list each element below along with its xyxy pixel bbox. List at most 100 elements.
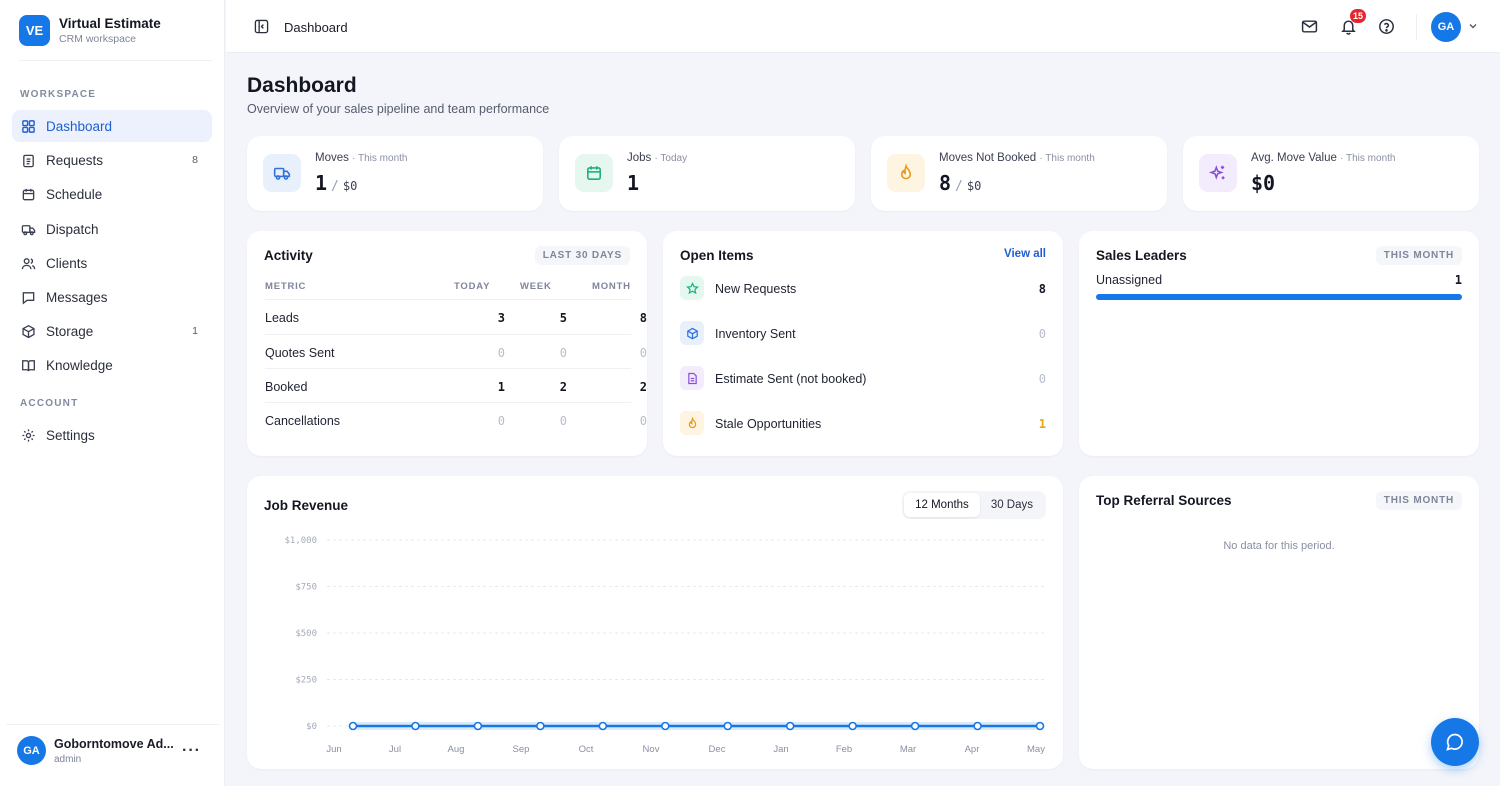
period-pill: LAST 30 DAYS [534, 246, 630, 265]
bell-icon[interactable] [1340, 18, 1357, 35]
sidebar-item-label: Schedule [46, 186, 103, 202]
book-icon [22, 359, 35, 371]
chevron-down-icon[interactable] [1468, 21, 1478, 31]
users-icon [21, 257, 36, 269]
user-menu[interactable]: GA Goborntomove Ad... admin ··· [6, 724, 219, 776]
card-title: Job Revenue [264, 498, 349, 513]
data-point[interactable] [723, 721, 733, 731]
x-tick-label: Dec [709, 744, 726, 755]
data-point[interactable] [1035, 721, 1045, 731]
sidebar-item-label: Storage [46, 323, 94, 339]
avatar: GA [17, 736, 46, 765]
sidebar-item-storage[interactable]: Storage 1 [12, 315, 212, 347]
sidebar-item-label: Messages [46, 289, 108, 305]
stat-card-moves-not-booked[interactable]: Moves Not Booked · This month 8/$0 [871, 136, 1167, 211]
x-tick-label: Apr [965, 744, 980, 755]
x-tick-label: May [1027, 744, 1045, 755]
data-point[interactable] [848, 721, 857, 731]
avatar[interactable]: GA [1431, 12, 1461, 42]
list-item[interactable]: Stale Opportunities 1 [680, 411, 1046, 437]
card-title: Sales Leaders [1096, 248, 1187, 263]
user-name: Goborntomove Ad... [54, 736, 174, 751]
grid-icon [22, 119, 35, 133]
sidebar-item-label: Requests [46, 152, 104, 168]
x-tick-label: Nov [643, 744, 660, 755]
data-point[interactable] [973, 721, 982, 731]
calendar-icon [587, 166, 601, 180]
brand[interactable]: VE Virtual Estimate CRM workspace [19, 15, 161, 46]
y-tick-label: $250 [295, 676, 317, 686]
stat-card-moves[interactable]: Moves · This month 1/$0 [247, 136, 543, 211]
sidebar-item-dispatch[interactable]: Dispatch [12, 213, 212, 245]
x-tick-label: Sep [513, 744, 530, 755]
period-pill: THIS MONTH [1375, 246, 1462, 265]
truck-icon [21, 224, 36, 235]
more-options-icon[interactable]: ··· [182, 741, 201, 759]
user-role: admin [54, 753, 82, 765]
sidebar-item-knowledge[interactable]: Knowledge [12, 349, 212, 381]
referral-sources-card: Top Referral Sources THIS MONTH No data … [1079, 476, 1479, 769]
column-header-week: WEEK [520, 281, 552, 292]
data-point[interactable] [910, 721, 920, 731]
sidebar-item-messages[interactable]: Messages [12, 281, 212, 313]
sidebar-item-requests[interactable]: Requests 8 [12, 144, 212, 176]
document-icon [687, 372, 697, 384]
sidebar-item-dashboard[interactable]: Dashboard [12, 110, 212, 142]
sidebar-item-clients[interactable]: Clients [12, 247, 212, 279]
brand-logo: VE [19, 15, 50, 46]
stat-label: Moves · This month [315, 152, 408, 164]
job-revenue-card: Job Revenue 12 Months 30 Days $1,000 $750… [247, 476, 1063, 769]
sidebar-item-settings[interactable]: Settings [12, 419, 212, 451]
table-row: Leads 3 5 8 [265, 299, 647, 333]
stat-card-jobs[interactable]: Jobs · Today 1 [559, 136, 855, 211]
stat-label: Avg. Move Value · This month [1251, 152, 1396, 164]
help-icon[interactable] [1378, 18, 1395, 35]
x-tick-label: Oct [579, 744, 594, 755]
table-row: Booked 1 2 2 [265, 368, 647, 402]
data-point[interactable] [598, 721, 608, 731]
leader-value: 1 [1454, 273, 1462, 287]
card-title: Activity [264, 248, 313, 263]
y-tick-label: $1,000 [284, 536, 317, 546]
y-tick-label: $0 [306, 722, 317, 732]
stat-label: Moves Not Booked · This month [939, 152, 1095, 164]
data-point[interactable] [348, 721, 358, 731]
topbar: Dashboard 15 GA [226, 0, 1500, 53]
sidebar-item-label: Dispatch [46, 221, 99, 237]
sidebar-item-label: Clients [46, 255, 88, 271]
list-item[interactable]: Estimate Sent (not booked) 0 [680, 366, 1046, 392]
data-point[interactable] [411, 721, 420, 731]
stat-value: 1 [627, 171, 640, 195]
period-pill: THIS MONTH [1375, 491, 1462, 510]
table-row: Cancellations 0 0 0 [265, 402, 647, 436]
leader-progress-bar [1096, 294, 1462, 300]
data-point[interactable] [473, 721, 483, 731]
chat-icon [1446, 733, 1463, 751]
sales-leaders-card: Sales Leaders THIS MONTH Unassigned 1 [1079, 231, 1479, 456]
sparkle-icon [1209, 165, 1225, 180]
tab-30-days[interactable]: 30 Days [990, 499, 1033, 511]
tab-12-months[interactable]: 12 Months [904, 493, 980, 517]
brand-name: Virtual Estimate [59, 16, 161, 31]
column-header-today: TODAY [454, 281, 491, 292]
section-label-workspace: WORKSPACE [20, 89, 97, 100]
chat-button[interactable] [1431, 718, 1479, 766]
sidebar-toggle-icon[interactable] [254, 19, 269, 34]
page-title: Dashboard [247, 74, 357, 97]
view-all-link[interactable]: View all [1004, 248, 1046, 260]
mail-icon[interactable] [1301, 18, 1318, 35]
sidebar-item-label: Dashboard [46, 118, 113, 134]
truck-icon [273, 167, 291, 180]
gear-icon [22, 428, 35, 442]
column-header-month: MONTH [592, 281, 631, 292]
data-point[interactable] [536, 721, 545, 731]
sidebar-item-schedule[interactable]: Schedule [12, 178, 212, 210]
data-point[interactable] [785, 721, 795, 731]
section-label-account: ACCOUNT [20, 398, 79, 409]
list-item[interactable]: New Requests 8 [680, 276, 1046, 302]
leader-name: Unassigned [1096, 273, 1163, 287]
data-point[interactable] [660, 721, 670, 731]
stat-card-avg-move-value[interactable]: Avg. Move Value · This month $0 [1183, 136, 1479, 211]
range-toggle: 12 Months 30 Days [902, 491, 1046, 519]
list-item[interactable]: Inventory Sent 0 [680, 321, 1046, 347]
